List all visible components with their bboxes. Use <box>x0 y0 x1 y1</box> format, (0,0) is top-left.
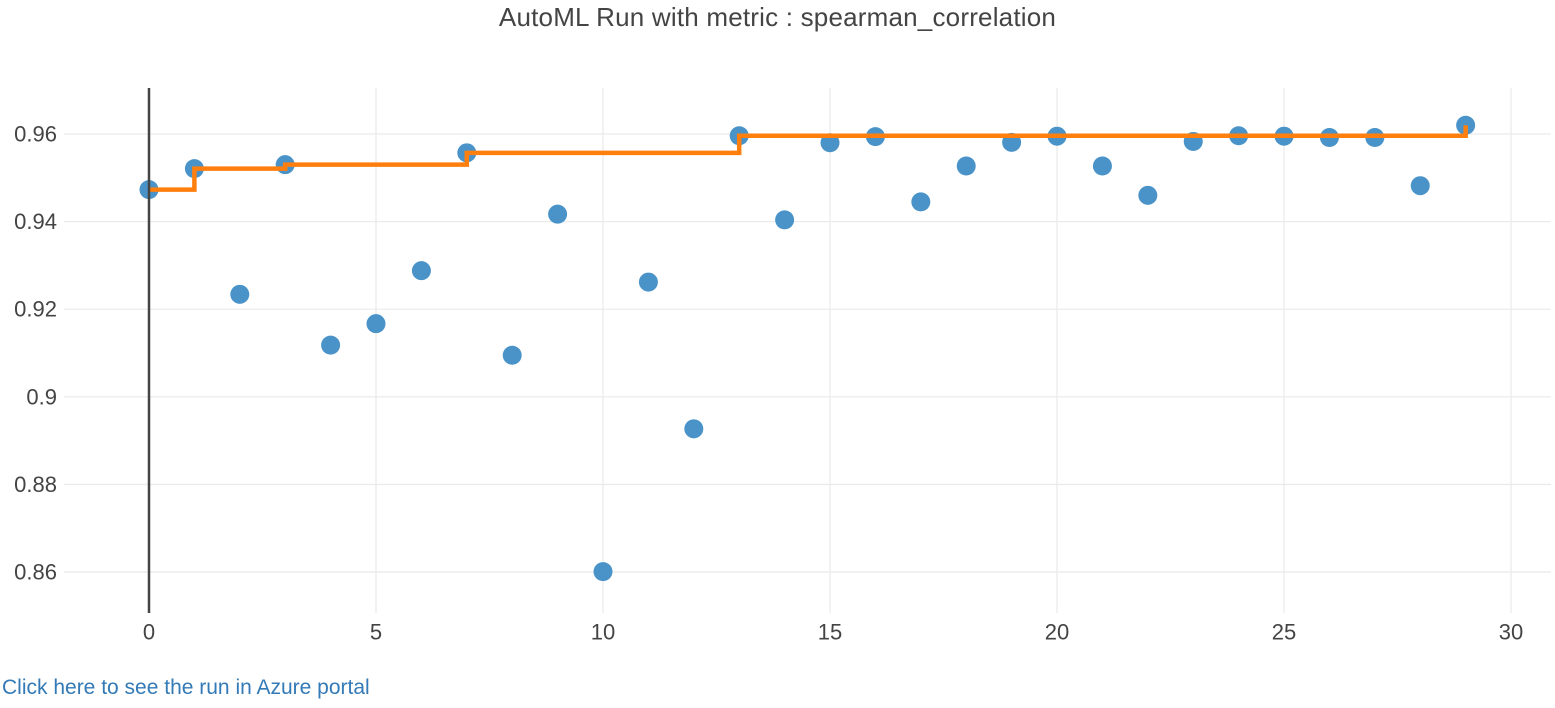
y-tick-label-0.86: 0.86 <box>14 560 57 585</box>
y-tick-label-0.96: 0.96 <box>14 121 57 146</box>
best-so-far-line <box>148 125 1468 192</box>
scatter-point-18[interactable] <box>956 156 976 176</box>
scatter-point-21[interactable] <box>1092 156 1112 176</box>
scatter-point-12[interactable] <box>684 419 704 439</box>
scatter-point-9[interactable] <box>548 204 568 224</box>
scatter-point-28[interactable] <box>1410 176 1430 196</box>
scatter-point-10[interactable] <box>593 562 613 582</box>
scatter-point-4[interactable] <box>321 335 341 355</box>
x-tick-label-25: 25 <box>1272 620 1296 645</box>
scatter-point-11[interactable] <box>638 272 658 292</box>
chart-plot-area[interactable]: 0.96 0.94 0.92 0.9 0.88 0.86 0 5 10 15 20 25 30 <box>0 0 1555 662</box>
y-tick-label-0.92: 0.92 <box>14 297 57 322</box>
x-tick-label-5: 5 <box>370 620 382 645</box>
y-tick-label-0.88: 0.88 <box>14 472 57 497</box>
x-tick-label-0: 0 <box>143 620 155 645</box>
scatter-point-6[interactable] <box>411 261 431 281</box>
scatter-point-15[interactable] <box>820 133 840 153</box>
x-tick-label-30: 30 <box>1499 620 1523 645</box>
x-tick-label-15: 15 <box>818 620 842 645</box>
y-tick-label-0.9: 0.9 <box>26 384 57 409</box>
scatter-point-14[interactable] <box>775 210 795 230</box>
y-tick-label-0.94: 0.94 <box>14 209 57 234</box>
scatter-point-17[interactable] <box>911 192 931 212</box>
scatter-point-5[interactable] <box>366 314 386 334</box>
azure-portal-link[interactable]: Click here to see the run in Azure porta… <box>2 676 370 699</box>
scatter-point-22[interactable] <box>1138 185 1158 205</box>
chart-title: AutoML Run with metric : spearman_correl… <box>498 2 1057 32</box>
scatter-point-8[interactable] <box>502 345 522 365</box>
scatter-point-29[interactable] <box>1456 115 1476 135</box>
x-tick-label-20: 20 <box>1045 620 1069 645</box>
x-tick-label-10: 10 <box>591 620 615 645</box>
scatter-point-2[interactable] <box>230 284 250 304</box>
